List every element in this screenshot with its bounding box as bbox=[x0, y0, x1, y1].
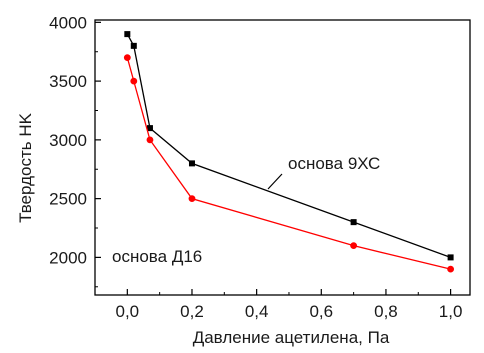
x-tick-label: 0,0 bbox=[116, 302, 140, 321]
series-line-d16 bbox=[126, 57, 451, 270]
x-axis-ticks: 0,0 0,2 0,4 0,6 0,8 1,0 bbox=[94, 289, 463, 321]
annotation-9xc: основа 9ХС bbox=[288, 154, 380, 173]
data-point-d16 bbox=[130, 77, 138, 85]
y-tick-label: 2000 bbox=[49, 248, 87, 267]
data-point-d16 bbox=[146, 136, 154, 144]
x-tick-label: 1,0 bbox=[439, 302, 463, 321]
x-axis-title: Давление ацетилена, Па bbox=[193, 328, 390, 347]
series-layer bbox=[123, 31, 455, 273]
y-tick-label: 3000 bbox=[49, 131, 87, 150]
y-tick-label: 3500 bbox=[49, 72, 87, 91]
annotation-d16: основа Д16 bbox=[112, 247, 202, 266]
data-point-d16 bbox=[123, 54, 131, 62]
data-point-9xc bbox=[124, 31, 131, 38]
data-point-9xc bbox=[146, 125, 153, 132]
annotation-layer: основа 9ХС основа Д16 bbox=[112, 154, 380, 266]
data-point-d16 bbox=[350, 242, 358, 250]
y-tick-label: 2500 bbox=[49, 190, 87, 209]
y-axis-ticks: 2000 2500 3000 3500 4000 bbox=[49, 13, 101, 288]
plot-area bbox=[94, 19, 471, 296]
x-tick-label: 0,4 bbox=[245, 302, 269, 321]
data-point-d16 bbox=[188, 195, 196, 203]
plot-frame bbox=[94, 19, 471, 296]
x-tick-label: 0,6 bbox=[309, 302, 333, 321]
data-point-9xc bbox=[447, 254, 454, 261]
x-tick-label: 0,2 bbox=[180, 302, 204, 321]
series-line-9xc bbox=[126, 33, 451, 259]
data-point-9xc bbox=[350, 219, 357, 226]
data-point-9xc bbox=[130, 42, 137, 49]
data-point-d16 bbox=[447, 265, 455, 273]
annotation-9xc-pointer bbox=[267, 173, 283, 190]
x-tick-label: 0,8 bbox=[374, 302, 398, 321]
y-tick-label: 4000 bbox=[49, 13, 87, 32]
y-axis-title: Твердость HK bbox=[16, 112, 35, 223]
data-point-9xc bbox=[188, 160, 195, 167]
